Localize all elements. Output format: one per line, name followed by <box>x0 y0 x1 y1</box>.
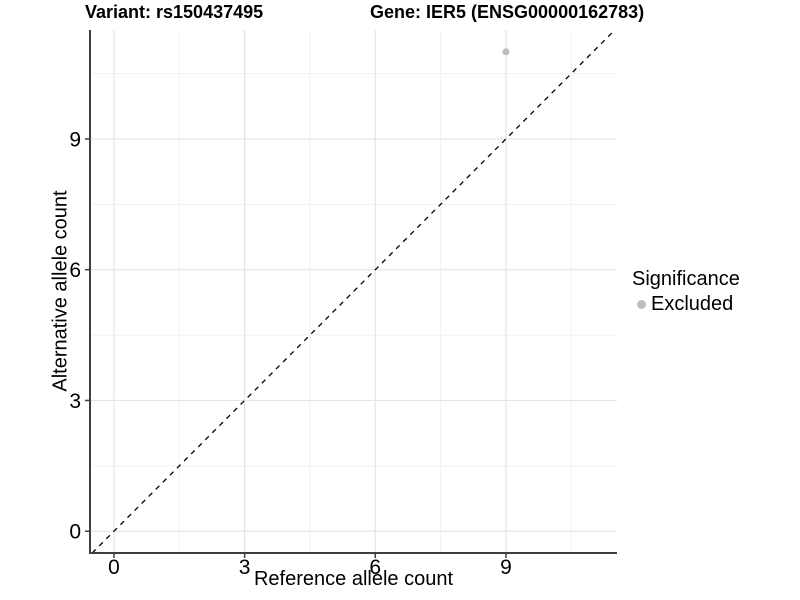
y-tick-label: 9 <box>69 128 81 151</box>
legend-item-label: Excluded <box>651 293 734 315</box>
x-tick-label: 3 <box>239 556 251 579</box>
y-tick-label: 6 <box>69 259 81 282</box>
y-axis-title: Alternative allele count <box>49 190 72 392</box>
legend-title: Significance <box>632 268 740 290</box>
x-tick-label: 9 <box>500 556 512 579</box>
x-tick-label: 0 <box>108 556 120 579</box>
identity-line <box>91 29 616 554</box>
y-tick-label: 3 <box>69 390 81 413</box>
data-point <box>502 48 510 56</box>
gene-title: Gene: IER5 (ENSG00000162783) <box>370 2 645 22</box>
variant-title: Variant: rs150437495 <box>85 2 264 22</box>
legend-item-excluded: Excluded <box>632 293 740 315</box>
legend: Significance Excluded <box>632 268 740 315</box>
x-tick-label: 6 <box>369 556 381 579</box>
y-tick-label: 0 <box>69 521 81 544</box>
x-axis-title: Reference allele count <box>253 568 453 590</box>
circle-icon <box>637 299 646 309</box>
